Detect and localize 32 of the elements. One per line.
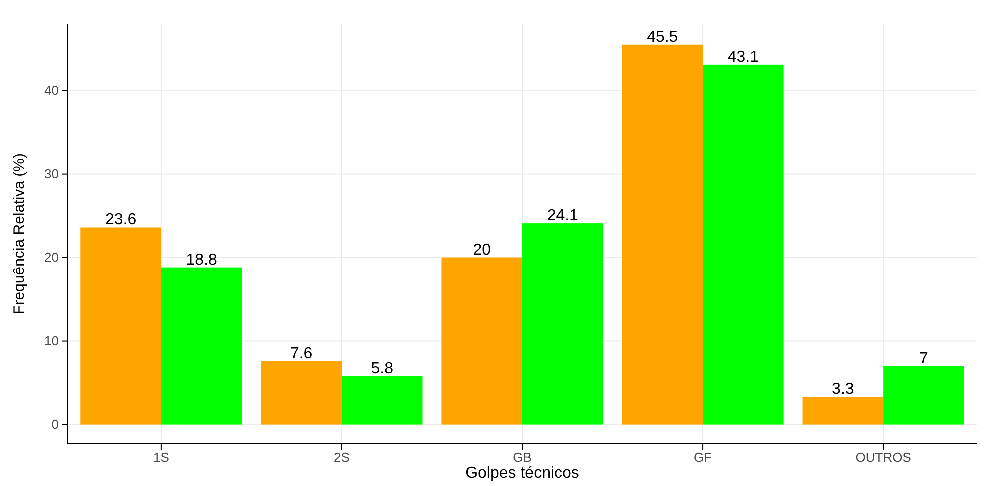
bar — [522, 224, 604, 425]
data-label: 24.1 — [547, 208, 579, 225]
y-tick-label: 0 — [52, 416, 59, 432]
bar — [802, 397, 884, 425]
x-tick-label: OUTROS — [856, 450, 912, 466]
bar — [80, 228, 162, 425]
bar — [622, 44, 704, 425]
data-label: 20 — [473, 242, 492, 259]
x-tick-label: GF — [694, 450, 712, 466]
bar — [703, 64, 784, 425]
data-label: 45.5 — [647, 28, 678, 46]
x-tick-label: 1S — [153, 450, 170, 466]
bar — [161, 268, 242, 425]
bar — [342, 376, 423, 425]
y-tick-label: 20 — [44, 250, 59, 265]
x-tick-label: GB — [513, 450, 532, 466]
data-label: 23.6 — [105, 212, 137, 229]
data-label: 43.1 — [728, 48, 760, 66]
x-axis-title: Golpes técnicos — [466, 465, 580, 482]
data-label: 7 — [920, 350, 929, 368]
bar — [442, 258, 522, 425]
bar — [261, 361, 342, 425]
data-label: 5.8 — [371, 360, 394, 378]
y-tick-label: 10 — [44, 333, 59, 348]
x-tick-label: 2S — [334, 450, 350, 466]
data-label: 18.8 — [186, 252, 218, 269]
bar — [884, 366, 964, 425]
data-label: 3.3 — [832, 381, 854, 398]
y-tick-label: 40 — [44, 82, 59, 98]
y-axis-title: Frequência Relativa (%) — [11, 154, 28, 314]
data-label: 7.6 — [290, 345, 313, 362]
y-tick-label: 30 — [44, 166, 59, 182]
